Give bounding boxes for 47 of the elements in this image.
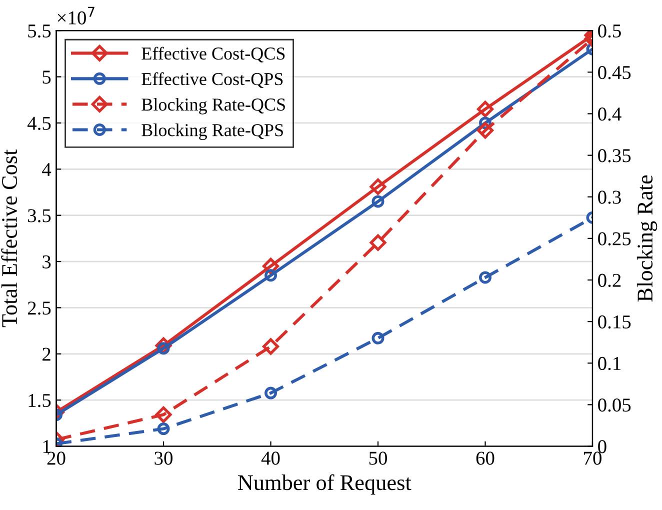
y-tick-label: 3.5 xyxy=(28,209,51,222)
point xyxy=(262,338,280,355)
y-tick-label: 2 xyxy=(42,348,50,361)
x-tick-label: 60 xyxy=(476,452,494,465)
y2-tick-label: 0.1 xyxy=(598,356,620,370)
point xyxy=(478,271,492,284)
y2-tick-label: 0.4 xyxy=(598,108,622,121)
y-tick-label: 4 xyxy=(42,163,52,176)
y-tick-label: 3 xyxy=(42,255,51,268)
y2-tick-label: 0.05 xyxy=(598,398,631,412)
y2-tick-label: 0 xyxy=(598,440,606,454)
x-axis-title: Number of Request xyxy=(238,474,412,495)
y2-tick-label: 0.15 xyxy=(598,315,631,329)
legend-label: Blocking Rate-QCS xyxy=(142,98,285,114)
y-tick-label: 5 xyxy=(42,70,51,84)
y-tick-label: 5.5 xyxy=(28,24,51,38)
text: ×10$^{7}$ xyxy=(58,6,94,24)
point xyxy=(476,100,494,118)
y2-tick-label: 0.35 xyxy=(598,149,631,162)
y-tick-label: 1.5 xyxy=(28,394,51,408)
point xyxy=(370,234,386,251)
x-tick-label: 20 xyxy=(47,452,66,465)
point xyxy=(476,122,494,139)
y-tick-label: 1 xyxy=(43,440,50,453)
legend-label: Blocking Rate-QPS xyxy=(142,124,283,140)
point xyxy=(264,269,278,282)
legend-label: Effective Cost-QCS xyxy=(142,46,285,62)
x-tick-label: 50 xyxy=(369,452,387,465)
y-tick-label: 4.5 xyxy=(27,116,51,130)
y2-tick-label: 0.25 xyxy=(598,232,631,246)
point xyxy=(157,422,170,436)
y2-tick-label: 0.45 xyxy=(598,66,631,80)
y2-tick-label: 0.3 xyxy=(598,190,621,204)
point xyxy=(155,406,172,423)
x-tick-label: 30 xyxy=(154,452,172,465)
y-axis-title: Total Effective Cost xyxy=(1,149,18,328)
x-tick-label: 40 xyxy=(261,452,280,465)
y-tick-label: 2.5 xyxy=(28,302,51,315)
y2-tick-label: 0.5 xyxy=(598,24,621,38)
point xyxy=(370,178,386,195)
point xyxy=(372,332,384,344)
legend-label: Effective Cost-QPS xyxy=(142,72,283,88)
point xyxy=(264,386,278,400)
point xyxy=(372,195,384,208)
y2-axis-title: Blocking Rate xyxy=(636,175,658,302)
y2-tick-label: 0.2 xyxy=(598,274,621,288)
x-tick-label: 70 xyxy=(584,452,602,465)
